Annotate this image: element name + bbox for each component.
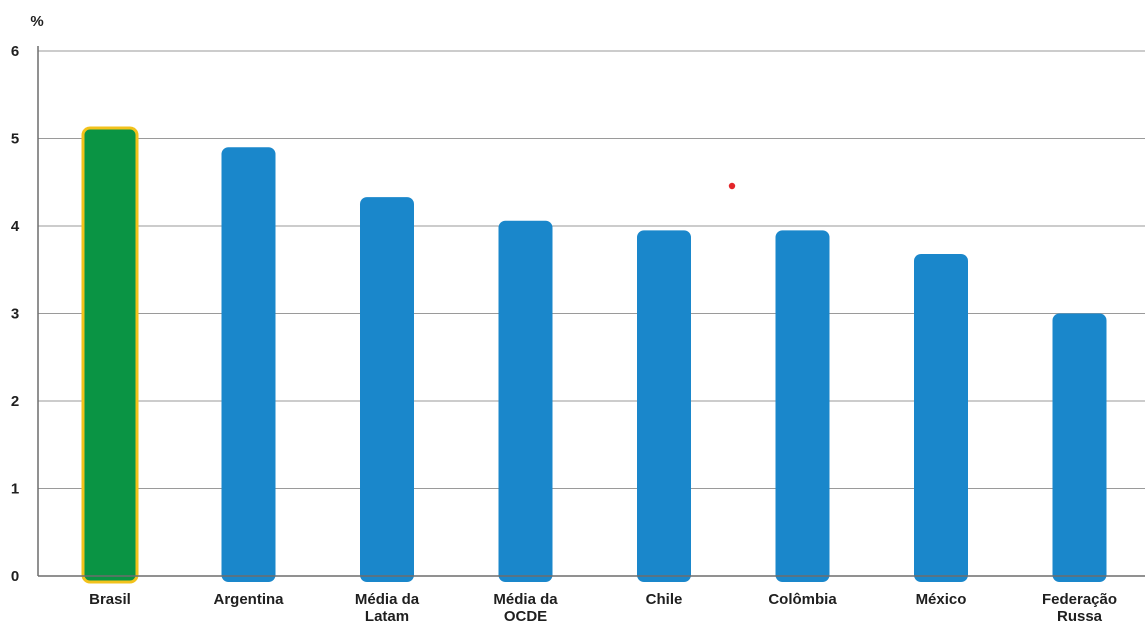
y-tick-label: 5 [11, 131, 19, 148]
x-category-label: Brasil [89, 591, 131, 608]
bar-highlighted [81, 126, 139, 584]
y-tick-label: 6 [11, 43, 19, 60]
x-category-label: Colômbia [768, 591, 837, 608]
x-category-label: México [916, 591, 967, 608]
bar [498, 220, 553, 582]
y-axis-unit-label: % [30, 13, 43, 30]
red-marker-dot [728, 182, 736, 190]
x-category-label: Federação Russa [1042, 591, 1117, 624]
bar [360, 197, 414, 582]
x-category-label: Chile [646, 591, 683, 608]
y-tick-label: 1 [11, 481, 19, 498]
y-tick-label: 2 [11, 393, 19, 410]
y-tick-label: 4 [11, 218, 20, 235]
bars [81, 126, 1107, 584]
y-axis-ticks: 0 1 2 3 4 5 6 [11, 43, 20, 585]
bar [775, 230, 830, 582]
bar [914, 254, 968, 582]
x-category-label: Média da OCDE [493, 591, 558, 624]
x-category-label: Argentina [213, 591, 284, 608]
bar [1052, 313, 1107, 582]
bar [637, 230, 691, 582]
x-axis-labels: Brasil Argentina Média da Latam Média da OCDE… [89, 591, 1117, 624]
bar [221, 147, 276, 582]
gridlines [38, 50, 1145, 489]
x-category-label: Média da Latam [355, 591, 420, 624]
y-tick-label: 0 [11, 568, 19, 585]
y-tick-label: 3 [11, 306, 19, 323]
